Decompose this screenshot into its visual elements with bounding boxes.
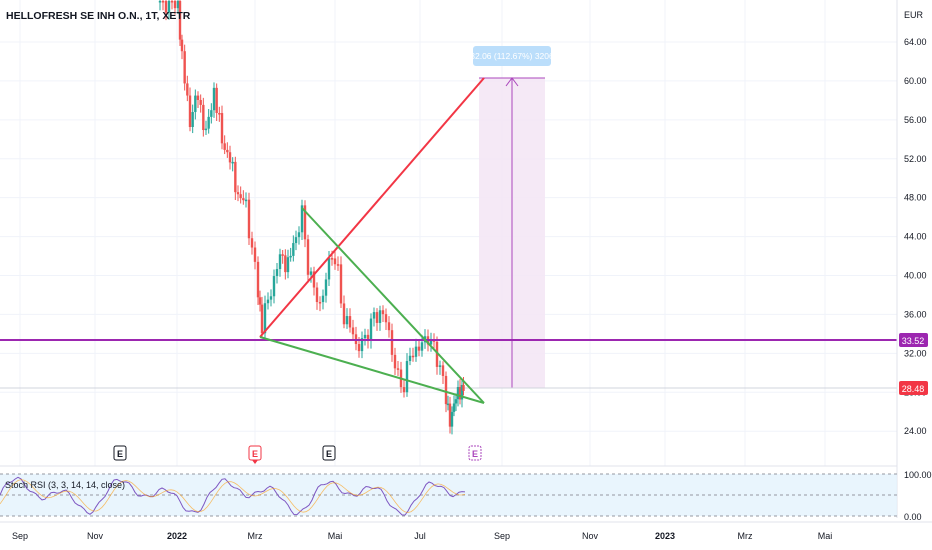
price-tick-label: 24.00 <box>904 426 927 436</box>
price-tick-label: 52.00 <box>904 154 927 164</box>
measure-arrow-head <box>505 77 519 87</box>
earnings-marker-label: E <box>117 449 123 459</box>
time-tick-label: Nov <box>582 531 599 541</box>
measure-label: 32.06 (112.67%) 3206 <box>470 51 554 61</box>
stoch-tick-100: 100.00 <box>904 470 932 480</box>
earnings-marker-3[interactable]: E <box>322 445 336 461</box>
time-tick-label: Mrz <box>738 531 753 541</box>
time-tick-label: Mrz <box>248 531 263 541</box>
level-price-tag <box>899 333 928 347</box>
indicator-name[interactable]: Stoch RSI (3, 3, 14, 14, close) <box>5 480 125 490</box>
candlestick-series <box>158 0 465 435</box>
time-tick-label: Mai <box>818 531 833 541</box>
earnings-marker-label: E <box>326 449 332 459</box>
currency-label: EUR <box>904 10 924 20</box>
time-tick-label: Jul <box>414 531 426 541</box>
price-tick-label: 48.00 <box>904 193 927 203</box>
time-tick-label: 2022 <box>167 531 187 541</box>
last-price-value: 28.48 <box>902 384 925 394</box>
earnings-marker-4[interactable]: E <box>468 445 482 461</box>
symbol-title[interactable]: HELLOFRESH SE INH O.N., 1T, XETR <box>6 10 191 22</box>
earnings-marker-label: E <box>472 449 478 459</box>
stoch-tick-0: 0.00 <box>904 512 922 522</box>
last-price-tag <box>899 381 928 395</box>
time-tick-label: Sep <box>494 531 510 541</box>
time-axis-ticks[interactable]: Sep Nov 2022 Mrz Mai Jul Sep Nov 2023 Mrz Mai <box>12 531 832 541</box>
stoch-rsi-series <box>0 476 466 516</box>
stoch-band-fill <box>0 474 897 516</box>
time-tick-label: Mai <box>328 531 343 541</box>
earnings-marker-label: E <box>252 449 258 459</box>
earnings-marker-2[interactable]: E <box>248 445 262 464</box>
green-upper-trend-line[interactable] <box>301 207 485 404</box>
level-price-value: 33.52 <box>902 336 925 346</box>
price-tick-label: 40.00 <box>904 271 927 281</box>
price-tick-label: 60.00 <box>904 76 927 86</box>
time-tick-label: Nov <box>87 531 104 541</box>
time-tick-label: 2023 <box>655 531 675 541</box>
measure-label-box <box>473 46 551 66</box>
time-tick-label: Sep <box>12 531 28 541</box>
price-tick-label: 56.00 <box>904 115 927 125</box>
price-axis-ticks: 64.00 60.00 56.00 52.00 48.00 44.00 40.00 36.00… <box>904 37 927 436</box>
price-tick-label: 44.00 <box>904 232 927 242</box>
price-tick-label: 32.00 <box>904 348 927 358</box>
green-lower-trend-line[interactable] <box>259 336 485 404</box>
price-tick-label: 64.00 <box>904 37 927 47</box>
red-trend-line[interactable] <box>259 77 485 338</box>
price-tick-label: 36.00 <box>904 309 927 319</box>
earnings-marker-1[interactable]: E <box>113 445 127 461</box>
